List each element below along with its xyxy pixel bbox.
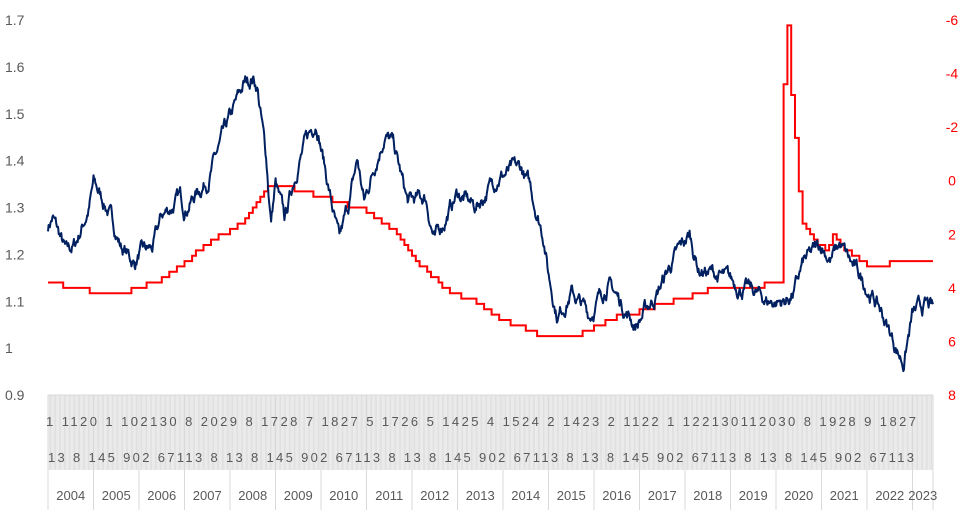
year-labels: 2004 2005 2006 2007 2008 2009 2010 2011 2012 2013… — [56, 488, 937, 503]
year-label: 2012 — [420, 488, 449, 503]
category-axis — [47, 394, 934, 510]
left-tick-label: 1.5 — [5, 106, 25, 122]
year-label: 2013 — [466, 488, 495, 503]
year-label: 2014 — [511, 488, 540, 503]
year-label: 2011 — [375, 488, 403, 503]
year-label: 2010 — [329, 488, 358, 503]
year-label: 2004 — [56, 488, 85, 503]
year-label: 2015 — [557, 488, 586, 503]
left-tick-label: 1.6 — [5, 59, 25, 75]
right-tick-label: 8 — [948, 387, 956, 403]
x-tick-row-2: 13 8 145 902 67113 8 13 8 145 902 67113 … — [48, 450, 914, 465]
x-tick-row-1: 1 1120 1 102130 8 2029 8 1728 7 1827 5 1… — [46, 414, 916, 429]
left-tick-label: 1 — [5, 340, 13, 356]
year-label: 2019 — [739, 488, 768, 503]
year-label: 2018 — [693, 488, 722, 503]
series-layer — [47, 24, 934, 373]
left-tick-label: 1.7 — [5, 12, 25, 28]
year-label: 2022 — [875, 488, 904, 503]
left-tick-label: 1.4 — [5, 153, 25, 169]
left-tick-label: 1.1 — [5, 293, 25, 309]
year-label: 2008 — [238, 488, 267, 503]
series-line-right-axis — [48, 24, 933, 338]
year-label: 2007 — [193, 488, 222, 503]
year-label: 2021 — [830, 488, 859, 503]
year-label: 2020 — [784, 488, 813, 503]
year-label: 2023 — [908, 488, 937, 503]
right-tick-label: 6 — [948, 333, 956, 349]
right-tick-label: -6 — [946, 12, 959, 28]
right-tick-label: -4 — [946, 66, 959, 82]
left-tick-label: 0.9 — [5, 387, 25, 403]
year-label: 2006 — [147, 488, 176, 503]
left-tick-label: 1.2 — [5, 246, 25, 262]
right-tick-label: 4 — [948, 280, 956, 296]
year-label: 2009 — [284, 488, 313, 503]
year-label: 2005 — [102, 488, 131, 503]
right-tick-label: -2 — [946, 119, 959, 135]
left-axis: 0.9 1 1.1 1.2 1.3 1.4 1.5 1.6 1.7 — [5, 12, 25, 403]
left-tick-label: 1.3 — [5, 200, 25, 216]
series-line-left-axis — [47, 75, 934, 373]
right-tick-label: 2 — [948, 226, 956, 242]
year-label: 2016 — [602, 488, 631, 503]
right-axis: -6 -4 -2 0 2 4 6 8 — [946, 12, 959, 403]
year-label: 2017 — [648, 488, 677, 503]
right-tick-label: 0 — [948, 173, 956, 189]
